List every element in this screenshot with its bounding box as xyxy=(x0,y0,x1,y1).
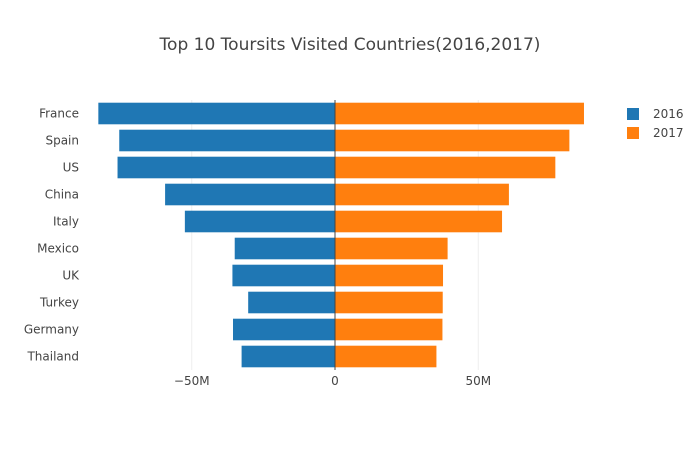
bar-2017-turkey[interactable] xyxy=(335,291,443,314)
x-tick-label: 0 xyxy=(331,374,339,388)
y-tick-label: France xyxy=(39,107,79,121)
bar-2016-france[interactable] xyxy=(98,102,335,125)
bar-2016-turkey[interactable] xyxy=(248,291,335,314)
bar-2016-uk[interactable] xyxy=(232,264,335,287)
legend-swatch xyxy=(627,108,639,120)
legend-swatch xyxy=(627,127,639,139)
bar-2016-germany[interactable] xyxy=(233,318,335,341)
bar-2017-spain[interactable] xyxy=(335,129,570,152)
y-tick-label: UK xyxy=(62,269,80,283)
y-tick-label: China xyxy=(45,188,79,202)
chart-title: Top 10 Toursits Visited Countries(2016,2… xyxy=(159,35,541,55)
y-tick-label: Thailand xyxy=(26,350,79,364)
x-tick-label: 50M xyxy=(465,374,491,388)
x-tick-label: −50M xyxy=(174,374,210,388)
bar-2017-germany[interactable] xyxy=(335,318,443,341)
bar-2017-france[interactable] xyxy=(335,102,584,125)
y-tick-label: Germany xyxy=(24,323,79,337)
bar-2016-china[interactable] xyxy=(165,183,335,206)
y-axis-labels: France Spain US China Italy Mexico UK Turkey Ger… xyxy=(24,107,80,364)
bar-2016-mexico[interactable] xyxy=(234,237,335,260)
bar-2016-spain[interactable] xyxy=(119,129,335,152)
y-tick-label: Turkey xyxy=(39,296,79,310)
x-axis-labels: −50M 0 50M xyxy=(174,374,491,388)
bar-2016-us[interactable] xyxy=(117,156,335,179)
legend-item-2017[interactable]: 2017 xyxy=(627,126,684,140)
bar-2017-us[interactable] xyxy=(335,156,556,179)
legend-label: 2016 xyxy=(653,107,684,121)
legend-label: 2017 xyxy=(653,126,684,140)
y-tick-label: Italy xyxy=(53,215,79,229)
bar-2017-uk[interactable] xyxy=(335,264,444,287)
y-tick-label: US xyxy=(63,161,79,175)
y-tick-label: Spain xyxy=(45,134,79,148)
bar-2016-italy[interactable] xyxy=(184,210,335,233)
legend-item-2016[interactable]: 2016 xyxy=(627,107,684,121)
bar-2017-china[interactable] xyxy=(335,183,509,206)
bar-2017-mexico[interactable] xyxy=(335,237,448,260)
y-tick-label: Mexico xyxy=(37,242,79,256)
bar-2017-thailand[interactable] xyxy=(335,345,437,368)
bar-2016-thailand[interactable] xyxy=(241,345,335,368)
bars xyxy=(98,102,584,368)
bar-2017-italy[interactable] xyxy=(335,210,503,233)
legend[interactable]: 2016 2017 xyxy=(627,107,684,140)
